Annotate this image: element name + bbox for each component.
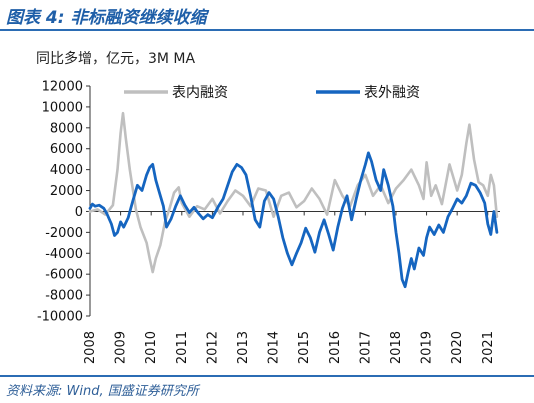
x-axis: 2008 2009 2010 2011 2012 2013 2014 2015 2016 2017… xyxy=(83,210,500,364)
x-tick-label: 2013 xyxy=(236,331,251,364)
y-tick-label: -4000 xyxy=(45,247,83,262)
y-tick-label: 2000 xyxy=(50,184,83,199)
y-tick-label: 12000 xyxy=(42,80,83,95)
x-tick-label: 2014 xyxy=(267,331,282,364)
y-axis-unit-label: 同比多增，亿元，3M MA xyxy=(36,51,196,67)
x-tick-label: 2011 xyxy=(175,331,190,364)
legend: 表内融资 表外融资 xyxy=(124,85,420,101)
y-tick-label: 0 xyxy=(75,205,83,220)
title-rule xyxy=(0,29,534,31)
x-tick-label: 2008 xyxy=(83,331,98,364)
x-tick-label: 2012 xyxy=(205,331,220,364)
y-tick-label: 10000 xyxy=(42,100,83,115)
x-tick-label: 2020 xyxy=(450,331,465,364)
x-tick-label: 2016 xyxy=(328,331,343,364)
x-tick-label: 2019 xyxy=(420,331,435,364)
y-tick-label: 4000 xyxy=(50,163,83,178)
series-line-outer xyxy=(88,151,499,289)
y-tick-label: -2000 xyxy=(45,226,83,241)
x-tick-label: 2009 xyxy=(114,331,129,364)
x-tick-label: 2010 xyxy=(144,331,159,364)
x-tick-label: 2017 xyxy=(358,331,373,364)
series-line-inner xyxy=(88,111,499,274)
y-axis: 12000 10000 8000 6000 4000 2000 0 -2000 -4000 -60… xyxy=(37,80,91,325)
footer-rule xyxy=(0,375,534,377)
x-tick-label: 2015 xyxy=(297,331,312,364)
y-tick-label: 6000 xyxy=(50,142,83,157)
y-tick-label: -8000 xyxy=(45,289,83,304)
x-tick-label: 2021 xyxy=(481,331,496,364)
source-note: 资料来源: Wind, 国盛证券研究所 xyxy=(6,384,199,399)
legend-label: 表外融资 xyxy=(364,85,420,101)
series-layer xyxy=(88,111,499,289)
x-tick-label: 2018 xyxy=(389,331,404,364)
figure-title: 图表 4: 非标融资继续收缩 xyxy=(6,8,207,28)
y-tick-label: -6000 xyxy=(45,268,83,283)
legend-label: 表内融资 xyxy=(172,85,228,101)
y-tick-label: 8000 xyxy=(50,121,83,136)
y-tick-label: -10000 xyxy=(37,310,83,325)
